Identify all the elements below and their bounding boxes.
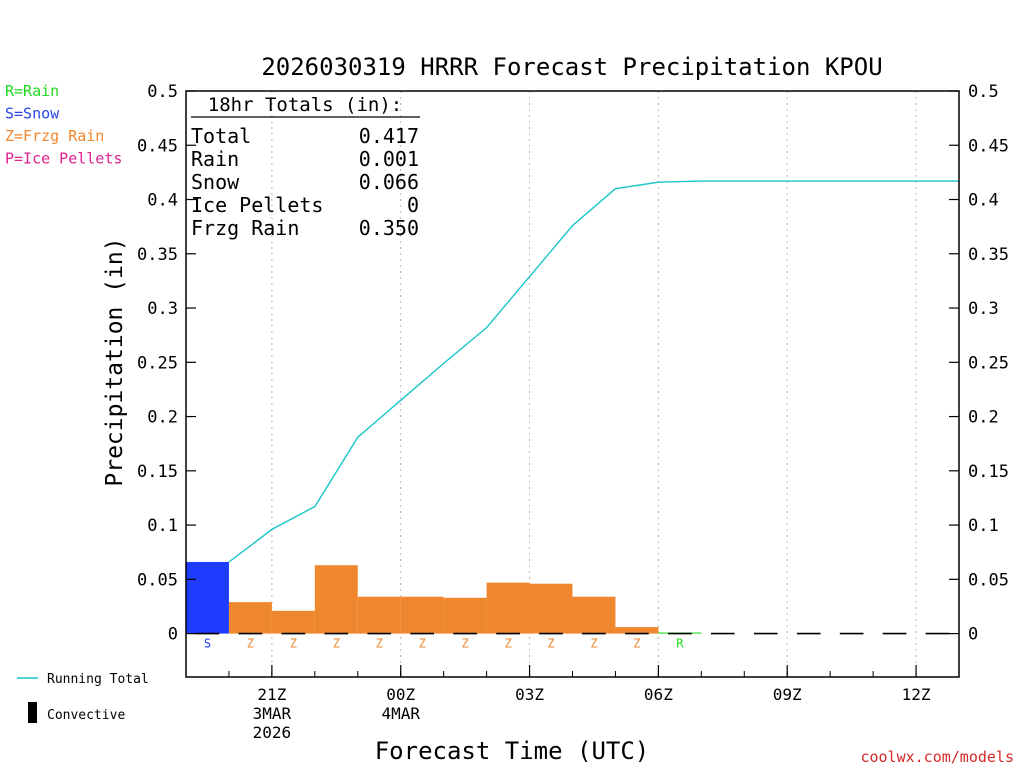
x-tick-label: 03Z <box>515 685 544 704</box>
bottom-legend-label: Running Total <box>47 672 149 687</box>
y-tick-label-right: 0.15 <box>968 462 1009 482</box>
precip-type-label: S <box>204 637 211 651</box>
grid-lines <box>271 91 917 677</box>
y-tick-label-left: 0.3 <box>147 299 178 319</box>
totals-heading: 18hr Totals (in): <box>208 94 402 116</box>
y-tick-label-left: 0.1 <box>147 516 178 536</box>
precip-type-label: Z <box>590 637 597 651</box>
x-tick-label: 12Z <box>902 685 931 704</box>
y-tick-label-right: 0.25 <box>968 353 1009 373</box>
bars <box>186 561 702 634</box>
totals-row-value: 0 <box>407 193 419 217</box>
totals-box: 18hr Totals (in): Total 0.417 Rain 0.001 Sno… <box>191 94 420 240</box>
bar <box>314 565 358 634</box>
y-axis-label: Precipitation (in) <box>102 237 128 486</box>
bar <box>529 583 573 634</box>
precip-type-label: Z <box>633 637 640 651</box>
y-tick-label-left: 0.35 <box>137 245 178 265</box>
precip-type-label: Z <box>547 637 554 651</box>
totals-row-value: 0.350 <box>359 216 419 240</box>
x-tick-label: 2026 <box>253 723 292 742</box>
bar <box>186 561 229 634</box>
y-tick-label-right: 0.1 <box>968 516 999 536</box>
running-total-series <box>228 180 959 563</box>
type-legend-item: S=Snow <box>5 105 60 123</box>
y-tick-label-right: 0.5 <box>968 82 999 102</box>
precip-type-label: Z <box>419 637 426 651</box>
x-tick-label: 09Z <box>773 685 802 704</box>
bar <box>228 602 272 634</box>
credit-text: coolwx.com/models <box>860 748 1014 766</box>
totals-row-value: 0.066 <box>359 170 419 194</box>
x-tick-label: 4MAR <box>381 704 420 723</box>
bottom-legend: Running Total Convective <box>17 672 149 723</box>
precip-type-label: R <box>676 637 684 651</box>
convective-legend-swatch <box>28 702 37 723</box>
x-axis-label: Forecast Time (UTC) <box>375 737 650 765</box>
precip-type-legend: R=Rain S=Snow Z=Frzg Rain P=Ice Pellets <box>5 82 122 168</box>
precip-type-label: Z <box>462 637 469 651</box>
totals-row-label: Ice Pellets <box>191 193 323 217</box>
totals-rows: Total 0.417 Rain 0.001 Snow 0.066 Ice Pellets 0… <box>191 124 419 240</box>
y-tick-label-left: 0.2 <box>147 408 178 428</box>
y-tick-label-right: 0.35 <box>968 245 1009 265</box>
bar <box>357 596 401 634</box>
bar <box>486 582 530 634</box>
x-tick-label: 3MAR <box>253 704 292 723</box>
totals-row-label: Snow <box>191 170 240 194</box>
y-tick-label-left: 0 <box>168 625 178 645</box>
type-legend-item: Z=Frzg Rain <box>5 127 104 145</box>
x-tick-label: 00Z <box>386 685 415 704</box>
bar <box>271 610 315 634</box>
bar <box>572 596 616 634</box>
y-tick-label-left: 0.15 <box>137 462 178 482</box>
totals-row-value: 0.001 <box>359 147 419 171</box>
bottom-legend-label: Convective <box>47 708 125 723</box>
totals-row-label: Total <box>191 124 251 148</box>
bar <box>615 627 659 634</box>
precip-type-label: Z <box>333 637 340 651</box>
x-tick-label: 21Z <box>257 685 286 704</box>
precip-type-label: Z <box>376 637 383 651</box>
running-total-line <box>228 180 959 563</box>
type-legend-item: R=Rain <box>5 82 59 100</box>
y-tick-label-left: 0.5 <box>147 82 178 102</box>
precip-type-label: Z <box>290 637 297 651</box>
y-tick-label-right: 0.2 <box>968 408 999 428</box>
x-tick-label: 06Z <box>644 685 673 704</box>
y-tick-label-right: 0.3 <box>968 299 999 319</box>
y-tick-label-left: 0.4 <box>147 191 178 211</box>
precip-type-label: Z <box>504 637 511 651</box>
bar <box>400 596 444 634</box>
y-tick-label-left: 0.25 <box>137 353 178 373</box>
y-tick-label-right: 0.05 <box>968 570 1009 590</box>
y-tick-label-right: 0.45 <box>968 136 1009 156</box>
axis-ticks: 0.5 0.5 0.45 0.45 0.4 0.4 0.35 0.35 0.3 0.3 0.25 0.… <box>137 82 1009 742</box>
totals-row-value: 0.417 <box>359 124 419 148</box>
type-legend-item: P=Ice Pellets <box>5 150 122 168</box>
y-tick-label-left: 0.05 <box>137 570 178 590</box>
bar <box>443 597 487 634</box>
totals-row-label: Frzg Rain <box>191 216 299 240</box>
chart-title: 2026030319 HRRR Forecast Precipitation K… <box>261 53 882 81</box>
precip-type-label: Z <box>247 637 254 651</box>
totals-row-label: Rain <box>191 147 239 171</box>
y-tick-label-right: 0 <box>968 625 978 645</box>
y-tick-label-right: 0.4 <box>968 191 999 211</box>
y-tick-label-left: 0.45 <box>137 136 178 156</box>
